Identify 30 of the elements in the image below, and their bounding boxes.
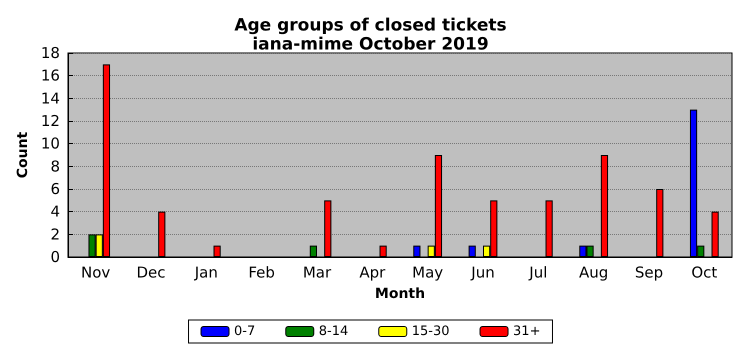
legend-label: 31+ — [513, 324, 540, 339]
x-tick-label: May — [412, 264, 444, 282]
chart-title: Age groups of closed tickets — [234, 16, 507, 36]
x-tick-label: Jun — [470, 264, 495, 282]
y-tick-label: 8 — [50, 157, 60, 176]
x-tick-label: Aug — [579, 264, 608, 282]
y-tick-label: 0 — [50, 248, 60, 266]
legend-label: 0-7 — [234, 324, 256, 339]
y-tick-label: 2 — [50, 225, 60, 244]
y-tick-label: 10 — [40, 134, 60, 153]
x-tick-label: Jul — [528, 264, 548, 282]
x-tick-label: Apr — [359, 264, 386, 282]
x-tick-label: Jan — [194, 264, 218, 282]
chart-subtitle: iana-mime October 2019 — [252, 34, 489, 54]
x-tick-label: Feb — [248, 264, 275, 282]
x-tick-label: Dec — [136, 264, 166, 282]
y-tick-label: 16 — [40, 66, 60, 85]
y-tick-label: 14 — [40, 89, 60, 108]
x-tick-label: Sep — [634, 264, 664, 282]
y-axis-title: Count — [15, 131, 31, 178]
legend-label: 15-30 — [412, 324, 450, 339]
legend-label: 8-14 — [318, 324, 348, 339]
y-tick-label: 6 — [50, 180, 60, 198]
y-tick-label: 12 — [40, 112, 60, 130]
x-axis-title: Month — [374, 286, 426, 302]
x-tick-label: Mar — [302, 264, 332, 282]
x-tick-label: Oct — [691, 264, 718, 282]
y-tick-label: 4 — [50, 202, 60, 221]
y-tick-label: 18 — [40, 44, 60, 62]
x-tick-label: Nov — [81, 264, 110, 282]
